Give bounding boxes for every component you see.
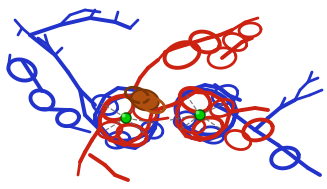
Circle shape bbox=[121, 113, 131, 123]
Circle shape bbox=[195, 110, 205, 120]
Circle shape bbox=[196, 111, 199, 115]
Ellipse shape bbox=[131, 90, 159, 110]
Circle shape bbox=[122, 113, 126, 118]
